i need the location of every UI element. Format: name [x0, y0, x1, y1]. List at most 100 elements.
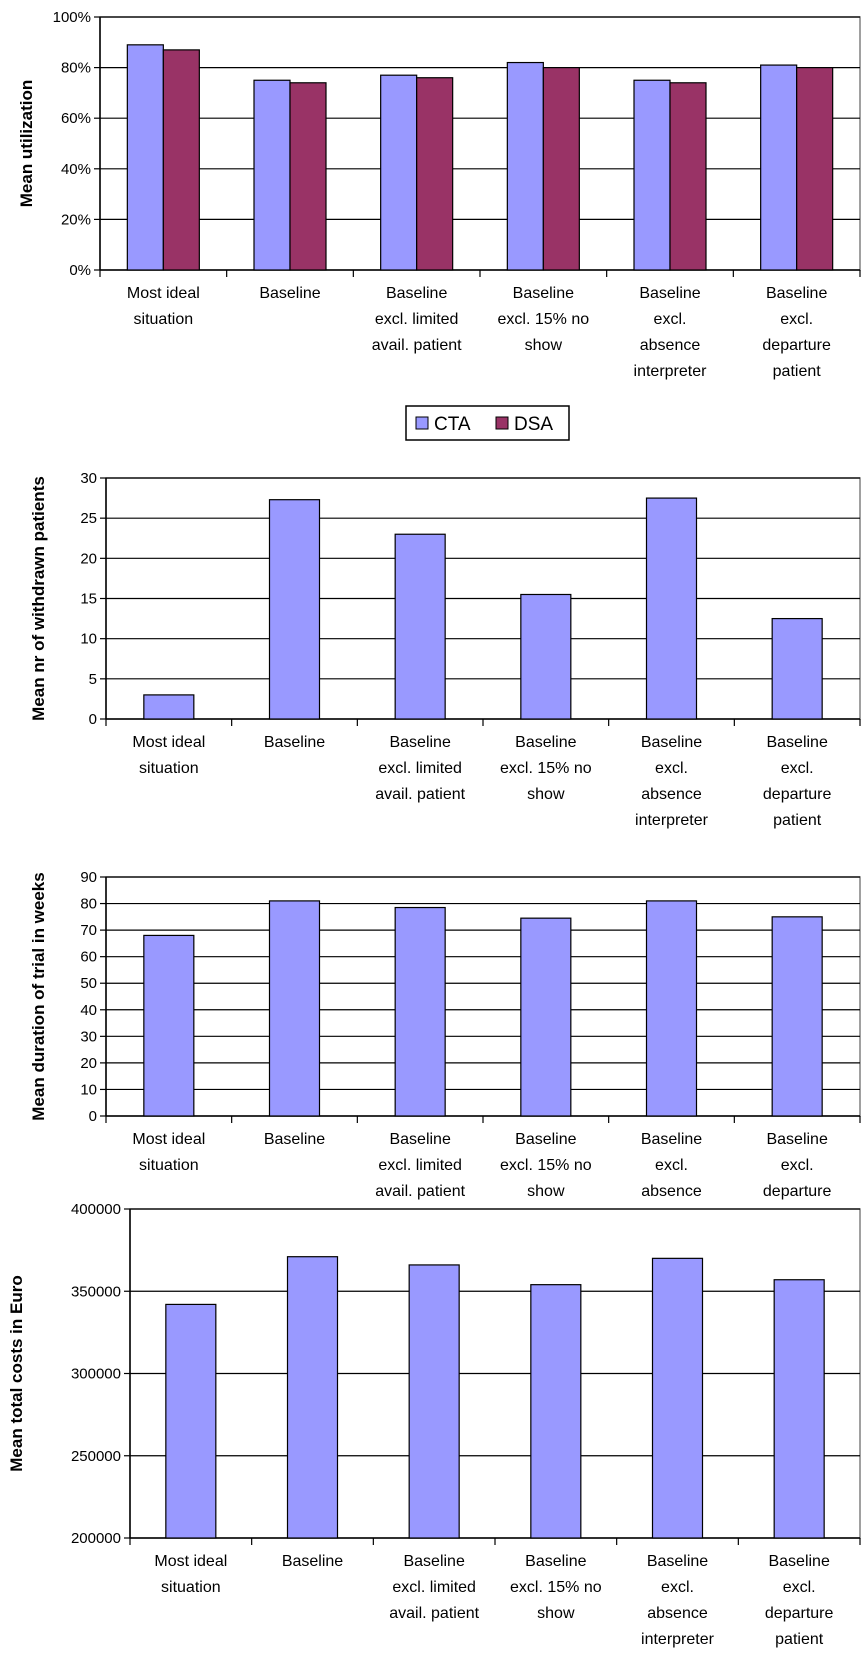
- y-tick-label: 0: [89, 711, 97, 728]
- category-label: excl.: [781, 760, 814, 777]
- category-label: Baseline: [264, 734, 325, 751]
- category-label: Baseline: [768, 1553, 829, 1570]
- bar-value-4: [651, 1257, 704, 1539]
- y-tick-label: 400000: [71, 1201, 121, 1218]
- category-label: Baseline: [515, 1131, 576, 1148]
- bar-value-3: [520, 593, 572, 720]
- y-tick-label: 80: [80, 896, 97, 913]
- category-label: excl. 15% no: [510, 1579, 602, 1596]
- legend: CTA DSA: [405, 405, 570, 441]
- y-tick-label: 40%: [61, 161, 91, 178]
- category-label: Baseline: [515, 734, 576, 751]
- y-axis-title: Mean total costs in Euro: [7, 1275, 26, 1471]
- bar-value-1: [268, 499, 321, 720]
- category-label: Baseline: [389, 1131, 450, 1148]
- y-axis-title: Mean duration of trial in weeks: [29, 872, 48, 1120]
- category-label: Baseline: [282, 1553, 343, 1570]
- bar-value-1: [268, 900, 321, 1117]
- y-tick-label: 250000: [71, 1448, 121, 1465]
- bar-value-3: [520, 917, 572, 1117]
- bar-cta-2: [380, 74, 418, 271]
- bar-dsa-4: [669, 82, 707, 271]
- bar-value-3: [530, 1284, 582, 1539]
- category-label: Baseline: [525, 1553, 586, 1570]
- y-tick-label: 350000: [71, 1283, 121, 1300]
- category-label: excl. limited: [378, 760, 462, 777]
- bar-dsa-0: [162, 49, 200, 271]
- y-tick-label: 60: [80, 949, 97, 966]
- y-tick-label: 60%: [61, 110, 91, 127]
- category-label: patient: [773, 363, 822, 380]
- category-label: Baseline: [259, 285, 320, 302]
- category-label: Most ideal: [127, 285, 200, 302]
- bar-value-5: [771, 617, 823, 720]
- category-label: Baseline: [513, 285, 574, 302]
- category-label: Most ideal: [132, 734, 205, 751]
- category-label: show: [525, 337, 563, 354]
- category-label: excl. 15% no: [500, 1157, 592, 1174]
- category-label: Baseline: [641, 1131, 702, 1148]
- y-tick-label: 15: [80, 591, 97, 608]
- category-label: patient: [773, 812, 822, 829]
- category-label: departure: [763, 1183, 832, 1200]
- category-label: excl.: [783, 1579, 816, 1596]
- category-label: Baseline: [647, 1553, 708, 1570]
- category-label: excl. limited: [392, 1579, 476, 1596]
- y-tick-label: 30: [80, 470, 97, 487]
- y-tick-label: 0: [89, 1108, 97, 1125]
- bar-value-2: [394, 906, 446, 1117]
- bar-dsa-2: [416, 77, 454, 271]
- category-label: Baseline: [264, 1131, 325, 1148]
- bar-cta-5: [760, 64, 798, 271]
- category-label: avail. patient: [375, 1183, 465, 1200]
- category-label: departure: [765, 1605, 834, 1622]
- y-tick-label: 5: [89, 671, 97, 688]
- category-label: Baseline: [766, 1131, 827, 1148]
- plot-area: [99, 16, 861, 271]
- category-label: absence: [647, 1605, 708, 1622]
- category-label: avail. patient: [375, 786, 465, 803]
- category-label: Baseline: [386, 285, 447, 302]
- category-label: absence: [641, 1183, 702, 1200]
- bar-value-4: [645, 497, 698, 720]
- legend-frame: [405, 405, 570, 441]
- y-tick-label: 0%: [69, 262, 91, 279]
- category-label: excl. 15% no: [500, 760, 592, 777]
- trial-duration-chart: 0 10 20 30 40 50 60 70 80 90 Most ideal situation Ba…: [29, 869, 861, 1226]
- y-tick-label: 30: [80, 1028, 97, 1045]
- bar-value-4: [645, 900, 698, 1117]
- bar-value-1: [286, 1256, 339, 1539]
- category-label: situation: [139, 1157, 199, 1174]
- category-label: show: [527, 1183, 565, 1200]
- y-tick-label: 20: [80, 550, 97, 567]
- bar-cta-1: [253, 79, 291, 271]
- category-label: situation: [139, 760, 199, 777]
- legend-swatch-dsa: [495, 416, 509, 430]
- utilization-chart: 0% 20% 40% 60% 80% 100% Most ideal situation Bas…: [17, 9, 861, 380]
- category-label: departure: [763, 786, 832, 803]
- category-label: Baseline: [766, 285, 827, 302]
- category-label: departure: [762, 337, 831, 354]
- category-label: excl.: [654, 311, 687, 328]
- category-label: excl.: [661, 1579, 694, 1596]
- category-label: avail. patient: [389, 1605, 479, 1622]
- y-tick-label: 50: [80, 975, 97, 992]
- category-label: Baseline: [639, 285, 700, 302]
- y-tick-label: 10: [80, 631, 97, 648]
- category-label: excl.: [780, 311, 813, 328]
- y-tick-label: 20: [80, 1055, 97, 1072]
- y-tick-label: 25: [80, 510, 97, 527]
- y-tick-label: 100%: [53, 9, 91, 26]
- y-axis-title: Mean utilization: [17, 80, 36, 208]
- category-label: excl. limited: [378, 1157, 462, 1174]
- category-label: interpreter: [635, 812, 709, 829]
- category-label: Baseline: [766, 734, 827, 751]
- category-label: excl. 15% no: [498, 311, 590, 328]
- bar-dsa-1: [289, 82, 327, 271]
- bar-dsa-5: [796, 66, 834, 271]
- bar-value-0: [143, 934, 195, 1117]
- y-tick-label: 90: [80, 869, 97, 886]
- legend-swatch-cta: [415, 416, 429, 430]
- category-label: excl.: [781, 1157, 814, 1174]
